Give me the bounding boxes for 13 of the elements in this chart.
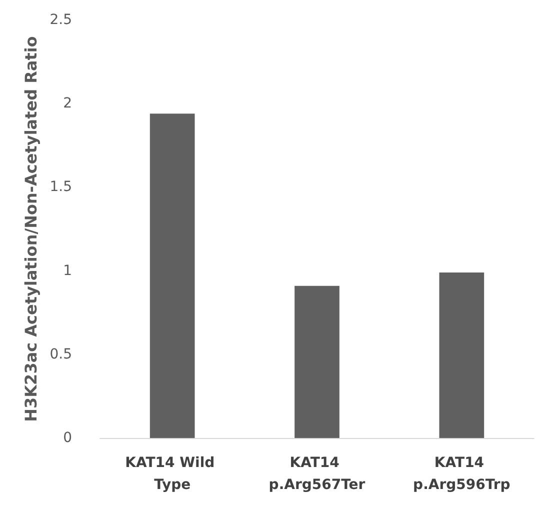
bar (150, 114, 195, 438)
bar (294, 286, 340, 438)
x-tick-label: KAT14 p.Arg567Ter (268, 455, 366, 493)
y-tick-label: 2 (63, 96, 72, 112)
y-tick-label: 2.5 (50, 12, 72, 28)
y-tick-label: 1.5 (50, 179, 72, 196)
bar (439, 272, 484, 438)
y-axis-title: H3K23ac Acetylation/Non-Acetylated Ratio (21, 36, 40, 422)
y-tick-label: 0 (63, 430, 72, 446)
y-tick-label: 1 (63, 262, 72, 279)
x-tick-label: KAT14 Wild Type (125, 455, 220, 493)
y-tick-label: 0.5 (50, 346, 72, 362)
x-tick-label: KAT14 p.Arg596Trp (413, 455, 510, 493)
